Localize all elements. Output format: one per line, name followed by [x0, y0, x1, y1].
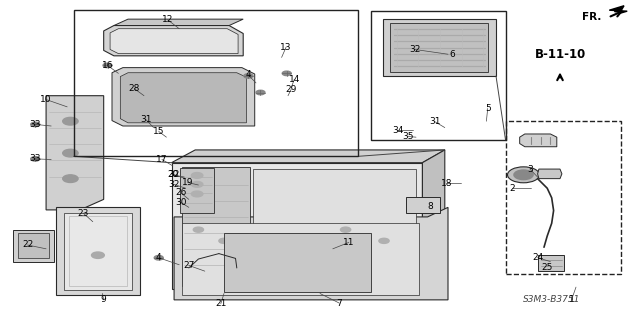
Circle shape — [92, 252, 104, 258]
Text: 11: 11 — [343, 238, 355, 247]
Text: 29: 29 — [285, 85, 297, 94]
Text: 5: 5 — [485, 104, 490, 113]
Text: 35: 35 — [403, 132, 414, 141]
Text: 2: 2 — [509, 184, 515, 193]
Text: 8: 8 — [428, 202, 433, 211]
Text: 25: 25 — [541, 263, 553, 272]
Text: 19: 19 — [182, 178, 193, 187]
Bar — [371, 11, 506, 140]
Text: 12: 12 — [162, 15, 173, 24]
Circle shape — [191, 182, 203, 187]
Polygon shape — [383, 19, 496, 76]
Text: 31: 31 — [429, 117, 441, 126]
Text: 26: 26 — [175, 189, 187, 197]
Text: 23: 23 — [77, 209, 89, 218]
Text: 7: 7 — [337, 299, 342, 308]
Polygon shape — [253, 169, 416, 286]
Text: 32: 32 — [409, 45, 420, 54]
Polygon shape — [180, 168, 214, 213]
Circle shape — [340, 227, 351, 232]
Polygon shape — [520, 134, 557, 147]
Polygon shape — [538, 169, 562, 179]
Circle shape — [31, 122, 40, 127]
Circle shape — [193, 227, 204, 232]
Circle shape — [508, 167, 540, 183]
Text: 4: 4 — [246, 70, 251, 79]
Polygon shape — [114, 19, 243, 26]
Polygon shape — [120, 73, 246, 123]
Circle shape — [31, 157, 40, 161]
Polygon shape — [18, 233, 49, 258]
Text: 33: 33 — [29, 120, 41, 129]
Circle shape — [63, 117, 78, 125]
Text: 9: 9 — [101, 295, 106, 304]
Text: 6: 6 — [450, 50, 455, 59]
Polygon shape — [174, 207, 448, 300]
Circle shape — [103, 63, 112, 68]
Polygon shape — [56, 207, 140, 295]
Text: 17: 17 — [156, 155, 168, 164]
Text: 22: 22 — [22, 241, 33, 249]
Text: 31: 31 — [140, 115, 152, 124]
Polygon shape — [224, 233, 371, 292]
Polygon shape — [110, 29, 238, 54]
Text: B-11-10: B-11-10 — [534, 48, 586, 61]
Text: 24: 24 — [532, 253, 543, 262]
Text: 28: 28 — [129, 84, 140, 93]
Text: 21: 21 — [215, 299, 227, 308]
Text: 15: 15 — [153, 127, 164, 136]
Polygon shape — [538, 255, 564, 271]
Text: 10: 10 — [40, 95, 52, 104]
Circle shape — [244, 74, 253, 78]
Text: 1: 1 — [569, 295, 574, 304]
Circle shape — [63, 175, 78, 182]
Polygon shape — [172, 163, 422, 289]
Polygon shape — [609, 6, 627, 13]
Bar — [74, 10, 358, 156]
Circle shape — [251, 246, 261, 251]
Circle shape — [514, 170, 533, 180]
Text: 32: 32 — [168, 170, 180, 179]
Polygon shape — [46, 96, 104, 210]
Circle shape — [63, 149, 78, 157]
Text: 33: 33 — [29, 154, 41, 163]
Polygon shape — [112, 68, 255, 126]
Circle shape — [191, 173, 203, 178]
Polygon shape — [64, 213, 132, 290]
Text: 32: 32 — [168, 180, 180, 189]
Circle shape — [282, 71, 291, 76]
Bar — [506, 121, 621, 274]
Text: 4: 4 — [156, 253, 161, 262]
Text: 27: 27 — [183, 261, 195, 270]
Polygon shape — [406, 197, 440, 213]
Text: 16: 16 — [102, 61, 113, 70]
Polygon shape — [182, 167, 250, 286]
Circle shape — [256, 90, 265, 95]
Text: 13: 13 — [280, 43, 292, 52]
Polygon shape — [104, 26, 243, 56]
Text: 14: 14 — [289, 75, 300, 84]
Text: 34: 34 — [392, 126, 404, 135]
Text: 3: 3 — [527, 165, 532, 174]
Text: 30: 30 — [175, 198, 187, 207]
Text: FR.: FR. — [582, 11, 602, 22]
Circle shape — [219, 238, 229, 243]
Circle shape — [379, 238, 389, 243]
Polygon shape — [182, 223, 419, 295]
Polygon shape — [422, 150, 445, 289]
Circle shape — [191, 191, 203, 197]
Circle shape — [154, 256, 163, 260]
Text: S3M3-B3751: S3M3-B3751 — [523, 295, 580, 304]
Polygon shape — [172, 150, 445, 163]
Text: 18: 18 — [441, 179, 452, 188]
Polygon shape — [13, 230, 54, 262]
Text: 20: 20 — [167, 170, 179, 179]
Polygon shape — [390, 23, 488, 72]
